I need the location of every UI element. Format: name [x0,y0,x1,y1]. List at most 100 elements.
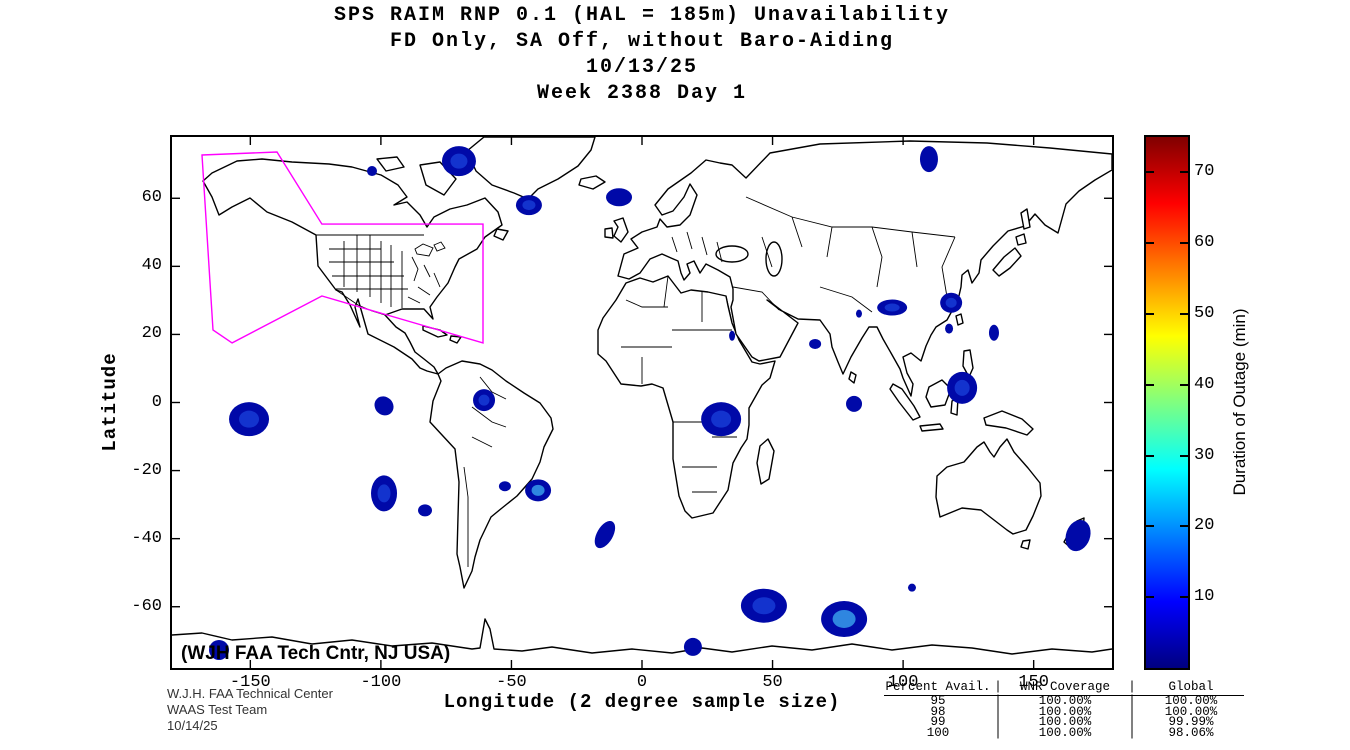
outage-blob-core [884,303,900,312]
stats-table-row: 100 100.00% 98.06% [884,725,1244,740]
colorbar-tickmark [1146,454,1154,457]
colorbar-tick-label: 60 [1194,233,1215,253]
tasmania [1020,539,1031,550]
antarctica-coast [172,618,1112,655]
credit-line-2: WAAS Test Team [167,702,268,717]
title-line-2: FD Only, SA Off, without Baro-Aiding [389,30,895,53]
stats-row-separator [1126,728,1138,739]
stats-header-separator [992,680,1004,694]
sri-lanka [848,371,857,384]
outage-blob [209,639,229,660]
japan-hokkaido [1015,233,1027,246]
outage-blob-core [832,609,856,628]
java [919,423,944,432]
colorbar-tickmark [1180,596,1188,599]
credit-block: W.J.H. FAA Technical Center WAAS Test Te… [167,686,333,734]
great-britain [613,217,629,243]
sakhalin [1020,208,1031,230]
colorbar-tickmark [1146,313,1154,315]
colorbar-tick-label: 50 [1194,304,1215,323]
outage-blob [809,338,822,349]
outage-blob [498,481,511,492]
x-axis-label: Longitude (2 degree sample size) [443,691,841,713]
stats-cell: 99 [930,715,946,729]
credit-line-1: W.J.H. FAA Technical Center [167,686,333,701]
stats-table-row: 99 100.00% 99.99% [884,715,1244,729]
y-tick-label: 20 [141,324,162,344]
outage-blob [988,324,999,341]
stats-cell: 100.00% [1038,694,1092,708]
outage-blob-core [945,297,957,308]
outage-blob [418,504,433,517]
outage-blob-core [954,379,970,396]
country-and-state-borders [316,196,956,567]
colorbar-tick-label: 20 [1194,516,1215,536]
colorbar-tickmark [1180,383,1188,386]
outage-blob-core [450,153,468,169]
stats-cell: 98.06% [1168,725,1214,740]
philippines [962,349,974,378]
stats-cell: 95 [930,694,946,708]
colorbar-axis-label: Duration of Outage (min) [1230,308,1249,496]
outage-blob-core [531,484,545,496]
stats-table-row: 98 100.00% 100.00% [884,704,1244,719]
eurasia-coast [617,140,1112,397]
stats-cell: 99.99% [1168,715,1214,729]
iceland [578,175,606,190]
stats-table-rows: 95100.00%100.00%98100.00%100.00%99100.00… [884,694,1244,740]
outage-blob [1065,520,1091,552]
taiwan [955,313,964,326]
axis-tickmarks [172,137,1112,668]
colorbar-tickmark [1146,171,1154,174]
japan-honshu [992,247,1022,277]
outage-blob-core [377,484,391,503]
colorbar-tickmark [1146,596,1154,599]
outage-blob [683,637,702,656]
title-line-1: SPS RAIM RNP 0.1 (HAL = 185m) Unavailabi… [333,4,951,27]
x-tick-label: 0 [636,673,648,692]
y-tick-label: 60 [141,188,162,208]
y-tick-label: -40 [131,528,162,548]
colorbar-tickmark [1180,171,1188,174]
stats-table-row: 95 100.00% 100.00% [884,694,1244,708]
outage-blob-core [239,410,260,428]
x-tick-label: 50 [762,673,783,692]
stats-cell: 100.00% [1038,704,1092,719]
y-tick-label: -60 [131,596,162,616]
y-tick-label: 40 [141,256,162,276]
colorbar-tickmark [1180,525,1188,528]
title-line-4: Week 2388 Day 1 [536,82,748,105]
colorbar [1144,135,1190,670]
borneo [925,379,952,408]
outage-blob-core [522,200,536,211]
x-tick-label: -150 [229,673,271,692]
newfoundland [493,228,509,241]
x-tick-label: -100 [360,673,402,692]
australia-coast [935,438,1042,535]
world-map-svg [172,137,1112,668]
outage-blob-core [711,410,732,428]
stats-cell: 100.00% [1038,725,1092,740]
stats-header-wnr-coverage: WNR Coverage [1019,680,1110,694]
wnr-coverage-boundary [201,151,484,344]
north-america-coast [202,158,503,375]
stats-header-percent-avail: Percent Avail. [885,680,991,694]
outage-blob [729,330,736,341]
plot-title: SPS RAIM RNP 0.1 (HAL = 185m) Unavailabi… [172,3,1112,107]
world-map-plot-area [170,135,1114,670]
stats-cell: 100.00% [1164,694,1218,708]
arctic-island [376,156,405,172]
x-tick-label: 100 [887,673,919,692]
sumatra [889,383,921,421]
caspian-sea [765,241,783,277]
us-state-borders [329,235,441,308]
stats-cell: 98 [930,704,946,719]
new-guinea [983,410,1034,436]
africa-borders [621,275,737,493]
outage-blob [919,146,938,173]
black-sea [715,245,749,263]
outage-blob [907,583,916,592]
ireland [604,227,614,239]
outage-blob [945,323,954,334]
